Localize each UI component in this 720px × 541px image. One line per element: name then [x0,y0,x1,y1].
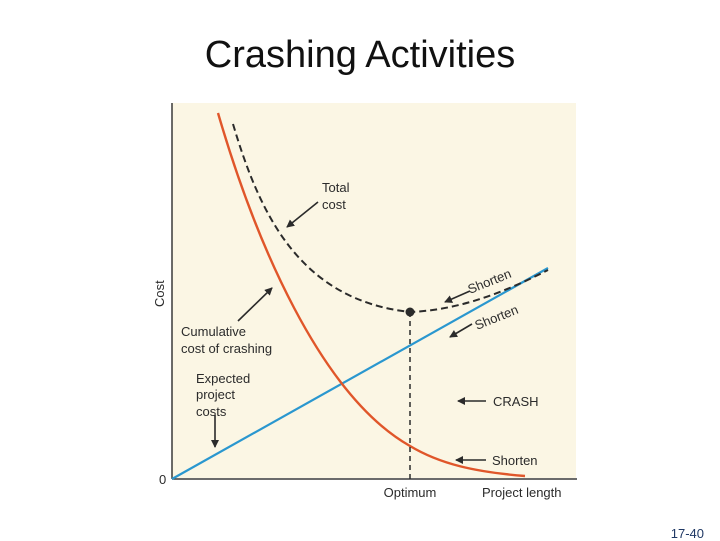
total-cost-curve [232,123,549,314]
label-total-cost-2: cost [322,197,346,212]
label-shorten-crashing: Shorten [492,453,538,468]
x-label-project-length: Project length [482,485,562,500]
label-cumulative-2: cost of crashing [181,341,272,356]
slide-number: 17-40 [670,526,704,541]
expected-cost-line [171,267,549,480]
origin-label: 0 [159,472,166,487]
label-expected-2: project [196,387,235,402]
crashing-cost-arrow [237,287,273,322]
slide-title: Crashing Activities [204,34,516,76]
label-expected-1: Expected [196,371,250,386]
y-axis-label: Cost [152,280,167,307]
shorten-expected-arrow [449,323,473,338]
label-total-cost-1: Total [322,180,350,195]
label-expected-3: costs [196,404,227,419]
total-cost-arrow [286,201,319,228]
label-cumulative-1: Cumulative [181,324,246,339]
optimum-point [405,307,415,317]
x-label-optimum: Optimum [384,485,437,500]
label-crash: CRASH [493,394,539,409]
crashing-cost-curve [216,112,526,478]
shorten-total-arrow [444,290,471,303]
